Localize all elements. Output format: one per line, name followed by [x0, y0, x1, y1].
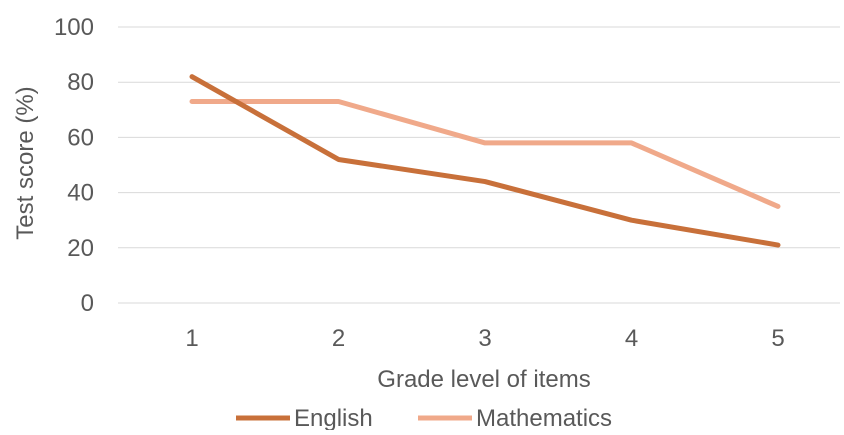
- legend: English Mathematics: [236, 405, 612, 432]
- legend-label-english: English: [294, 405, 373, 430]
- y-axis-tick-labels: 0 20 40 60 80 100: [54, 14, 94, 317]
- y-tick-label: 80: [67, 69, 94, 96]
- y-tick-label: 60: [67, 124, 94, 151]
- x-tick-label: 5: [771, 325, 784, 352]
- x-tick-label: 3: [478, 325, 491, 352]
- x-tick-label: 1: [185, 325, 198, 352]
- x-axis-title: Grade level of items: [377, 366, 590, 393]
- x-tick-label: 2: [332, 325, 345, 352]
- series-line-english: [189, 74, 781, 248]
- x-tick-label: 4: [625, 325, 638, 352]
- y-tick-label: 20: [67, 235, 94, 262]
- series-lines: [189, 74, 781, 248]
- y-tick-label: 100: [54, 14, 94, 41]
- y-axis-title: Test score (%): [12, 86, 39, 239]
- x-axis-tick-labels: 1 2 3 4 5: [185, 325, 784, 352]
- legend-label-mathematics: Mathematics: [476, 405, 612, 430]
- y-tick-label: 40: [67, 180, 94, 207]
- series-line-mathematics: [189, 99, 781, 209]
- y-tick-label: 0: [81, 290, 94, 317]
- legend-item-english: English: [236, 405, 373, 432]
- gridlines: [118, 26, 840, 304]
- legend-item-mathematics: Mathematics: [418, 405, 612, 432]
